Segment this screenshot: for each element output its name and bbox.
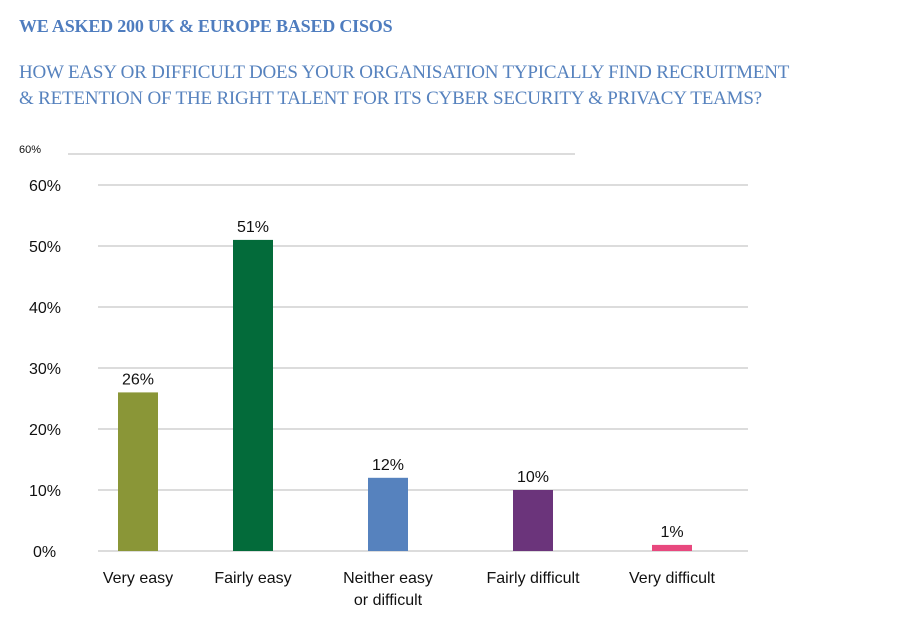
y-tick-label: 30% [29, 361, 61, 378]
y-tick-label: 0% [33, 544, 56, 561]
bar [652, 544, 692, 551]
x-tick-label: Neither easy [343, 570, 433, 587]
x-tick-label: or difficult [354, 592, 423, 609]
bar [233, 239, 273, 551]
question-line-1: HOW EASY OR DIFFICULT DOES YOUR ORGANISA… [19, 62, 790, 83]
y-tick-label: 10% [29, 483, 61, 500]
x-tick-label: Very easy [103, 570, 173, 587]
question-line-2: & RETENTION OF THE RIGHT TALENT FOR ITS … [19, 88, 762, 109]
y-tick-label: 60% [29, 178, 61, 195]
bar [118, 392, 158, 551]
data-label: 10% [517, 469, 549, 486]
y-tick-label: 20% [29, 422, 61, 439]
data-label: 12% [372, 457, 404, 474]
data-label: 51% [237, 219, 269, 236]
bar [368, 477, 408, 551]
chart-question: HOW EASY OR DIFFICULT DOES YOUR ORGANISA… [19, 60, 789, 112]
bar [513, 490, 553, 551]
x-tick-label: Very difficult [629, 570, 716, 587]
x-tick-label: Fairly easy [214, 570, 291, 587]
y-tick-label: 50% [29, 239, 61, 256]
chart-title: WE ASKED 200 UK & EUROPE BASED CISOS [19, 16, 393, 36]
stray-axis-label: 60% [19, 144, 41, 156]
data-label: 1% [660, 524, 683, 541]
x-tick-label: Fairly difficult [486, 570, 580, 587]
data-label: 26% [122, 371, 154, 388]
y-tick-label: 40% [29, 300, 61, 317]
